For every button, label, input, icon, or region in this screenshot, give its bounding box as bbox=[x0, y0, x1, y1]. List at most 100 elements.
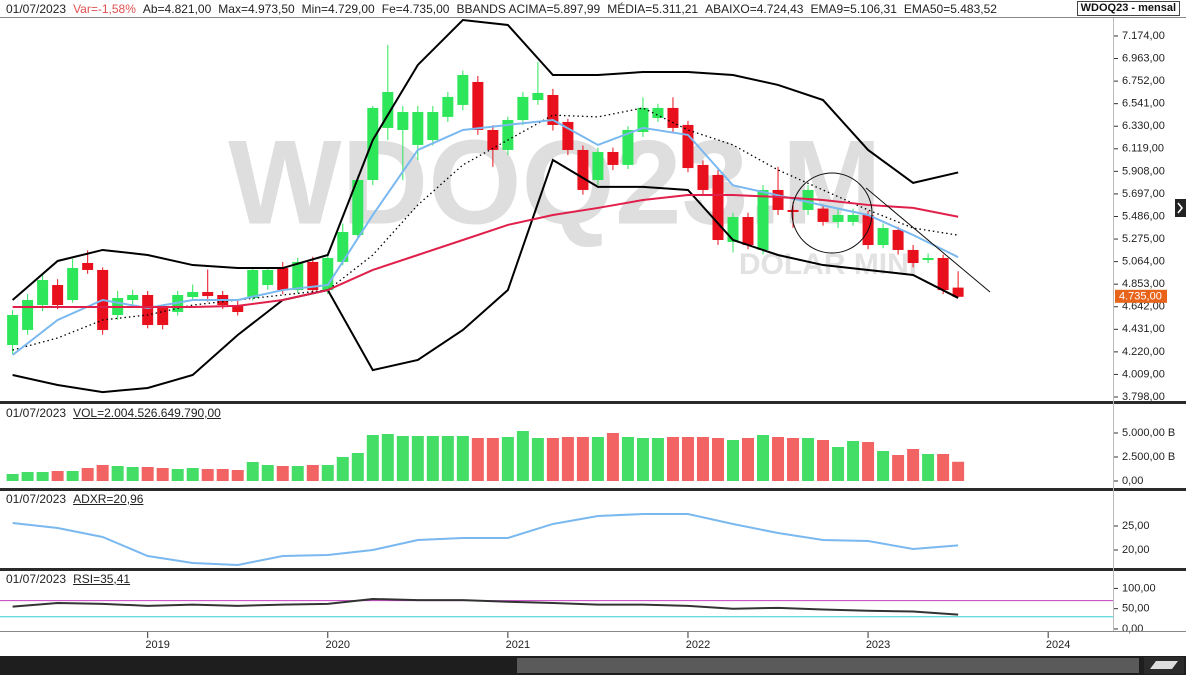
candle-body bbox=[337, 231, 349, 262]
volume-label: 01/07/2023 VOL=2.004.526.649.790,00 bbox=[6, 406, 221, 420]
candle-body bbox=[142, 294, 154, 326]
expand-button[interactable] bbox=[1175, 199, 1186, 217]
y-tick-label: 6.541,00 bbox=[1122, 98, 1165, 110]
header-item: EMA9=5.106,31 bbox=[810, 2, 897, 16]
volume-bar bbox=[441, 435, 454, 482]
y-tick-label: 6.330,00 bbox=[1122, 120, 1165, 132]
separator bbox=[0, 401, 1186, 404]
annotations bbox=[791, 172, 991, 293]
header-item: Min=4.729,00 bbox=[301, 2, 375, 16]
volume-bar bbox=[21, 471, 34, 482]
candle-body bbox=[412, 112, 424, 145]
candle-body bbox=[817, 208, 829, 222]
watermark-sub: DOLAR MINI bbox=[739, 248, 917, 281]
candle-body bbox=[292, 261, 304, 291]
y-tick-label: 4.431,00 bbox=[1122, 323, 1165, 335]
volume-bar bbox=[276, 465, 289, 482]
candle-body bbox=[7, 314, 19, 346]
y-tick-label: 100,00 bbox=[1122, 582, 1156, 594]
candle-body bbox=[22, 300, 34, 330]
volume-bar bbox=[501, 437, 514, 482]
volume-bar bbox=[186, 468, 199, 482]
candle-body bbox=[877, 228, 889, 246]
volume-bar bbox=[892, 455, 905, 482]
rsi-plot bbox=[0, 597, 1113, 618]
candle-body bbox=[712, 174, 724, 241]
scroll-thumb[interactable] bbox=[517, 658, 1139, 673]
volume-bar bbox=[922, 453, 935, 482]
price-plot bbox=[7, 18, 964, 394]
volume-bar bbox=[51, 470, 64, 482]
header-item: MÉDIA=5.311,21 bbox=[607, 2, 699, 16]
x-tick-label: 2019 bbox=[145, 639, 169, 651]
separators bbox=[0, 17, 1186, 632]
last-price-label: 4.735,00 bbox=[1119, 291, 1162, 303]
volume-bar bbox=[666, 437, 679, 482]
volume-bar bbox=[351, 452, 364, 482]
volume-bar bbox=[336, 456, 349, 482]
side-button[interactable] bbox=[1175, 199, 1186, 217]
volume-bar bbox=[531, 438, 544, 482]
panel-label: 01/07/2023 bbox=[6, 406, 67, 420]
x-tick-label: 2024 bbox=[1046, 639, 1070, 651]
candle-body bbox=[832, 214, 844, 222]
volume-bar bbox=[321, 464, 334, 482]
candle-body bbox=[232, 305, 244, 312]
volume-bar bbox=[772, 437, 785, 482]
candle-body bbox=[682, 124, 694, 169]
y-tick-label: 4.642,00 bbox=[1122, 301, 1165, 313]
volume-bar bbox=[456, 435, 469, 482]
candle-body bbox=[607, 151, 619, 165]
volume-bar bbox=[606, 432, 619, 482]
candle-body bbox=[367, 107, 379, 181]
panel-label: 01/07/2023 bbox=[6, 572, 67, 586]
scrollbar[interactable] bbox=[0, 656, 1186, 675]
candle-body bbox=[37, 280, 49, 306]
volume-bar bbox=[246, 462, 259, 482]
panel-label: 01/07/2023 bbox=[6, 492, 67, 506]
volume-bar bbox=[877, 450, 890, 482]
x-tick-label: 2022 bbox=[686, 639, 710, 651]
y-tick-label: 4.853,00 bbox=[1122, 278, 1165, 290]
volume-bar bbox=[231, 469, 244, 482]
candle-body bbox=[67, 268, 79, 301]
volume-bar bbox=[741, 438, 754, 482]
separator bbox=[0, 17, 1186, 18]
volume-bar bbox=[81, 468, 94, 482]
overlay-line bbox=[12, 158, 959, 394]
volume-plot bbox=[6, 431, 965, 482]
candle-body bbox=[427, 112, 439, 141]
overlay-line bbox=[12, 107, 959, 351]
candle-body bbox=[307, 261, 319, 291]
volume-bar bbox=[696, 437, 709, 482]
candle-body bbox=[352, 180, 364, 235]
separator bbox=[0, 631, 1186, 632]
volume-bar bbox=[907, 449, 920, 482]
volume-bar bbox=[726, 439, 739, 482]
volume-bar bbox=[141, 467, 154, 482]
panel-label: RSI=35,41 bbox=[73, 572, 131, 586]
volume-bar bbox=[651, 438, 664, 482]
candle-body bbox=[742, 217, 754, 246]
candle-body bbox=[937, 257, 949, 291]
circle-annotation bbox=[791, 172, 873, 254]
candle-body bbox=[952, 287, 964, 297]
y-tick-label: 0,00 bbox=[1122, 475, 1143, 487]
volume-bar bbox=[6, 474, 19, 482]
volume-bar bbox=[952, 461, 965, 482]
candle-body bbox=[442, 96, 454, 117]
y-tick-label: 0,00 bbox=[1122, 623, 1143, 635]
volume-bar bbox=[96, 464, 109, 482]
volume-bar bbox=[171, 469, 184, 482]
candle-body bbox=[262, 269, 274, 286]
header-item: BBANDS ACIMA=5.897,99 bbox=[456, 2, 601, 16]
candle-body bbox=[127, 294, 139, 301]
volume-bar bbox=[591, 437, 604, 482]
y-tick-label: 50,00 bbox=[1122, 603, 1150, 615]
overlay-line bbox=[11, 18, 959, 301]
volume-bar bbox=[486, 438, 499, 482]
y-tick-label: 3.798,00 bbox=[1122, 391, 1165, 403]
trend-line bbox=[865, 187, 991, 293]
